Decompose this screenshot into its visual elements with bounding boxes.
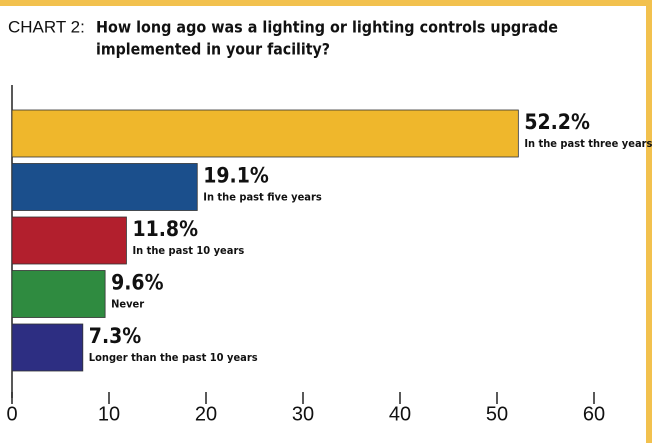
- category-label: In the past five years: [203, 191, 322, 204]
- value-label: 52.2%: [524, 110, 590, 134]
- category-label: In the past 10 years: [132, 244, 244, 257]
- chart-title: implemented in your facility?: [96, 40, 330, 59]
- chart-title: How long ago was a lighting or lighting …: [96, 18, 558, 37]
- right-border: [646, 0, 652, 443]
- category-label: Never: [111, 298, 144, 311]
- bar: [11, 109, 519, 158]
- top-border: [0, 0, 652, 6]
- bar: [11, 163, 198, 211]
- x-tick-label: 40: [389, 403, 411, 425]
- x-tick-label: 60: [583, 403, 605, 425]
- value-label: 9.6%: [111, 271, 163, 295]
- x-tick-label: 30: [292, 403, 314, 425]
- category-label: In the past three years: [524, 137, 652, 150]
- bar: [11, 216, 127, 265]
- category-label: Longer than the past 10 years: [89, 351, 258, 364]
- bar: [11, 323, 84, 372]
- bar: [11, 270, 106, 318]
- value-label: 11.8%: [132, 217, 198, 241]
- value-label: 19.1%: [203, 164, 269, 188]
- x-tick-label: 0: [6, 403, 17, 425]
- chart-label: CHART 2:: [8, 17, 85, 36]
- x-tick-label: 20: [195, 403, 217, 425]
- x-tick-label: 50: [486, 403, 508, 425]
- x-tick-label: 10: [98, 403, 120, 425]
- value-label: 7.3%: [89, 324, 141, 348]
